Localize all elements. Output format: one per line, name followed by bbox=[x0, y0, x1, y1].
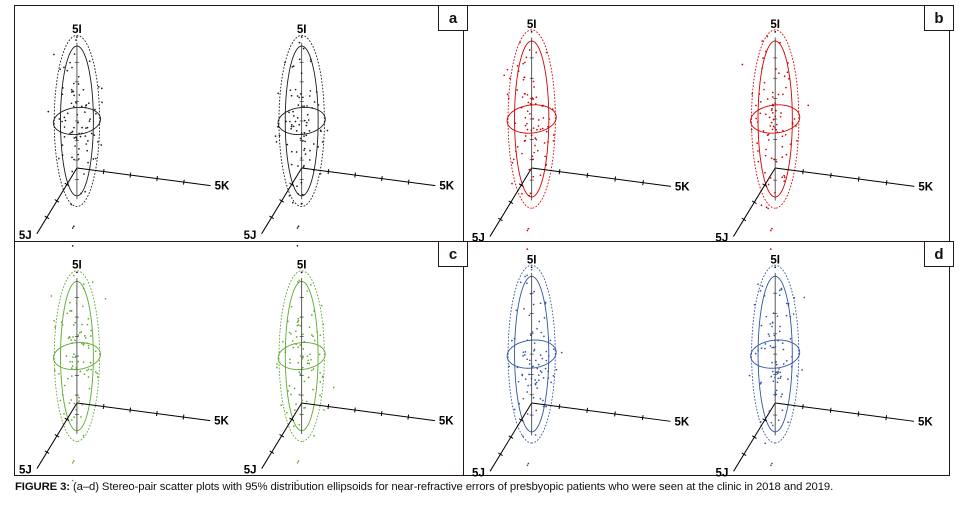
svg-text:5I: 5I bbox=[527, 19, 537, 31]
svg-text:5I: 5I bbox=[297, 259, 307, 271]
svg-text:5K: 5K bbox=[439, 181, 454, 193]
svg-text:5K: 5K bbox=[214, 416, 229, 428]
svg-text:5I: 5I bbox=[770, 19, 780, 31]
svg-text:5J: 5J bbox=[472, 467, 485, 479]
svg-text:5K: 5K bbox=[918, 416, 933, 428]
svg-text:5K: 5K bbox=[675, 181, 690, 193]
svg-text:5K: 5K bbox=[674, 416, 689, 428]
svg-text:5J: 5J bbox=[244, 230, 257, 242]
svg-text:5K: 5K bbox=[918, 181, 933, 193]
svg-text:5I: 5I bbox=[72, 259, 82, 271]
svg-text:5J: 5J bbox=[19, 230, 32, 242]
svg-text:5K: 5K bbox=[215, 181, 230, 193]
svg-text:5I: 5I bbox=[527, 254, 537, 266]
svg-text:5I: 5I bbox=[770, 254, 780, 266]
svg-text:5J: 5J bbox=[715, 233, 728, 245]
svg-text:5J: 5J bbox=[472, 233, 485, 245]
svg-text:5J: 5J bbox=[19, 465, 32, 477]
svg-text:5K: 5K bbox=[439, 416, 454, 428]
svg-text:5I: 5I bbox=[72, 24, 82, 36]
svg-text:5I: 5I bbox=[297, 24, 307, 36]
svg-text:5J: 5J bbox=[716, 467, 729, 479]
svg-text:5J: 5J bbox=[244, 465, 257, 477]
